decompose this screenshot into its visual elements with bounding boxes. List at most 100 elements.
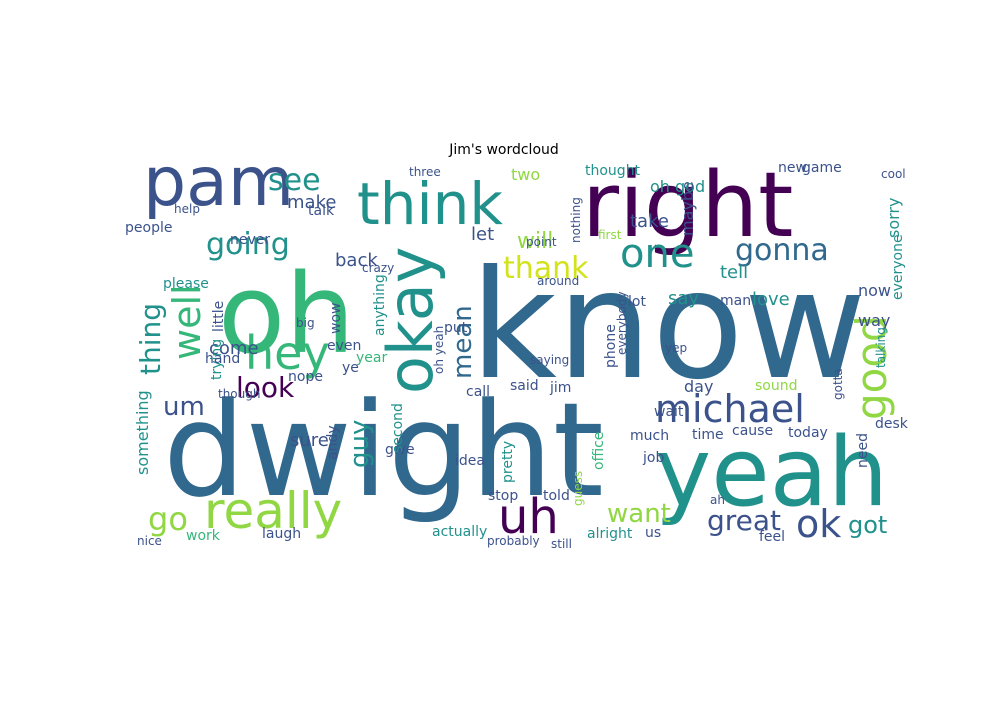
word-thank: thank: [503, 251, 589, 286]
word-first: first: [598, 228, 622, 242]
word-guess: guess: [571, 471, 585, 506]
word-laugh: laugh: [262, 526, 301, 542]
word-yep: yep: [665, 341, 687, 355]
word-today: today: [788, 425, 828, 441]
word-thing: thing: [134, 303, 167, 375]
figure-title: Jim's wordcloud: [449, 142, 559, 158]
word-office: office: [591, 432, 607, 470]
word-hey: hey: [245, 326, 330, 380]
word-man: man: [720, 293, 751, 309]
word-something: something: [133, 390, 152, 475]
word-jim: jim: [549, 380, 571, 396]
word-see: see: [268, 163, 321, 198]
word-work: work: [186, 528, 221, 544]
word-sure: sure: [290, 430, 329, 451]
word-put: put: [444, 320, 468, 336]
word-oh: oh: [218, 250, 355, 378]
word-around: around: [537, 274, 579, 288]
word-two: two: [511, 165, 540, 184]
word-point: point: [526, 235, 557, 249]
word-little: little: [211, 301, 227, 332]
word-maybe: maybe: [678, 181, 697, 236]
word-think: think: [357, 170, 503, 238]
word-oh-god: oh god: [650, 177, 705, 196]
word-trying: trying: [209, 339, 225, 380]
word-ah: ah: [710, 493, 725, 507]
word-still: still: [551, 537, 572, 551]
word-crazy: crazy: [362, 261, 394, 275]
word-people: people: [125, 220, 172, 236]
word-go: go: [148, 500, 188, 538]
word-okay: okay: [374, 247, 447, 394]
word-make: make: [287, 192, 336, 213]
word-tell: tell: [720, 262, 748, 283]
word-thought: thought: [585, 163, 641, 179]
word-ye: ye: [342, 360, 359, 376]
word-lot: lot: [628, 294, 646, 310]
word-give: give: [385, 442, 415, 458]
word-new: new: [778, 160, 807, 176]
word-pam: pam: [143, 143, 294, 222]
word-much: much: [630, 428, 669, 444]
word-hand: hand: [205, 351, 240, 367]
word-got: got: [848, 511, 887, 539]
word-year: year: [356, 350, 387, 366]
word-uh: uh: [498, 489, 559, 545]
word-alright: alright: [587, 526, 633, 542]
word-three: three: [409, 165, 441, 179]
word-right: right: [582, 153, 793, 258]
word-said: said: [510, 378, 539, 394]
word-stop: stop: [488, 488, 518, 504]
word-actually: actually: [432, 524, 487, 540]
word-look: look: [236, 371, 295, 404]
word-sorry: sorry: [884, 198, 903, 238]
word-way: way: [858, 311, 890, 330]
word-will: will: [517, 229, 553, 254]
word-everybody: everybody: [615, 291, 629, 355]
word-nothing: nothing: [569, 197, 583, 243]
word-game: game: [802, 160, 842, 176]
word-day: day: [684, 377, 713, 396]
word-everyone: everyone: [890, 234, 906, 300]
word-say: say: [668, 288, 699, 309]
word-second: second: [390, 403, 406, 453]
word-even: even: [327, 338, 361, 354]
word-good: good: [847, 315, 896, 420]
word-talking: talking: [874, 327, 888, 368]
word-need: need: [855, 433, 871, 468]
word-cause: cause: [732, 423, 773, 439]
word-time: time: [692, 427, 724, 443]
word-idea: idea: [455, 453, 485, 469]
word-love: love: [752, 289, 790, 310]
word-um: um: [163, 392, 205, 422]
word-us: us: [645, 525, 661, 541]
word-let: let: [471, 224, 494, 245]
word-know: know: [470, 239, 866, 413]
word-come: come: [209, 338, 259, 359]
word-michael: michael: [655, 387, 805, 431]
word-yeah: yeah: [655, 418, 888, 528]
word-wait: wait: [654, 404, 684, 420]
word-never: never: [230, 232, 270, 248]
word-pretty: pretty: [500, 441, 516, 483]
word-though: though: [218, 387, 260, 401]
word-want: want: [607, 499, 671, 529]
word-mean: mean: [448, 305, 478, 379]
word-dwight: dwight: [163, 374, 604, 526]
word-great: great: [707, 504, 781, 537]
word-anything: anything: [372, 274, 388, 336]
word-sound: sound: [755, 378, 798, 394]
word-job: job: [642, 450, 664, 466]
word-told: told: [543, 488, 570, 504]
word-call: call: [466, 384, 490, 400]
word-cool: cool: [881, 167, 906, 181]
word-gonna: gonna: [735, 233, 829, 268]
word-really: really: [204, 482, 342, 540]
word-probably: probably: [487, 534, 540, 548]
word-oh-yeah: oh yeah: [432, 326, 446, 374]
word-saying: saying: [530, 353, 569, 367]
word-gotta: gotta: [831, 368, 845, 400]
word-take: take: [630, 211, 669, 232]
